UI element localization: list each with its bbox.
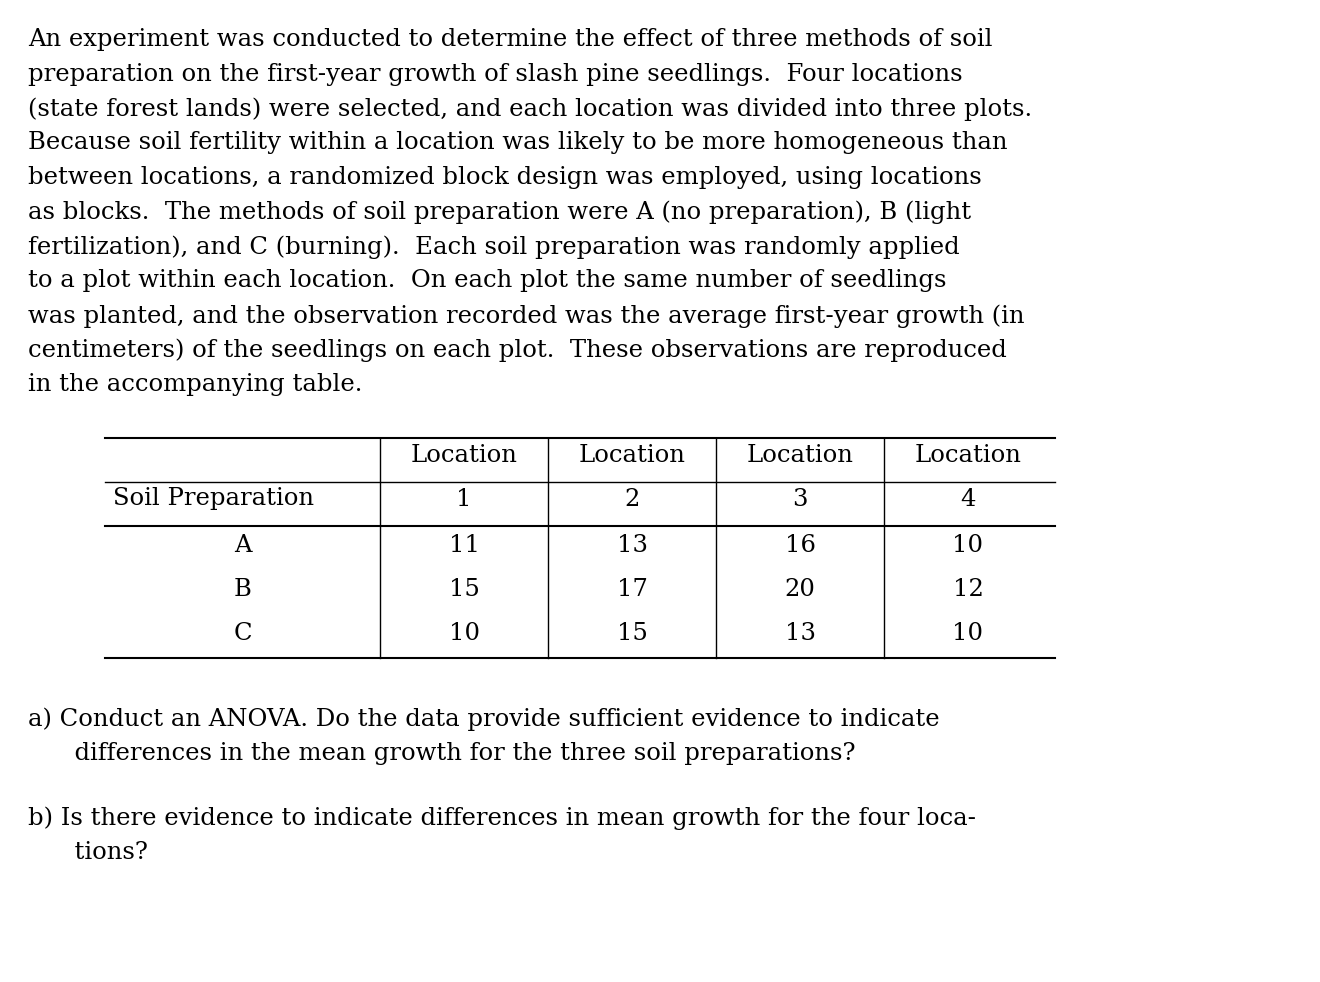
Text: 11: 11	[449, 533, 479, 557]
Text: as blocks.  The methods of soil preparation were A (no preparation), B (light: as blocks. The methods of soil preparati…	[28, 200, 972, 224]
Text: 10: 10	[953, 622, 983, 644]
Text: to a plot within each location.  On each plot the same number of seedlings: to a plot within each location. On each …	[28, 269, 946, 293]
Text: centimeters) of the seedlings on each plot.  These observations are reproduced: centimeters) of the seedlings on each pl…	[28, 339, 1007, 362]
Text: 2: 2	[624, 487, 640, 511]
Text: An experiment was conducted to determine the effect of three methods of soil: An experiment was conducted to determine…	[28, 28, 993, 51]
Text: Soil Preparation: Soil Preparation	[114, 487, 314, 511]
Text: Because soil fertility within a location was likely to be more homogeneous than: Because soil fertility within a location…	[28, 132, 1007, 154]
Text: 1: 1	[457, 487, 471, 511]
Text: 12: 12	[953, 577, 983, 601]
Text: 20: 20	[784, 577, 816, 601]
Text: 13: 13	[616, 533, 648, 557]
Text: 10: 10	[953, 533, 983, 557]
Text: Location: Location	[578, 444, 685, 466]
Text: fertilization), and C (burning).  Each soil preparation was randomly applied: fertilization), and C (burning). Each so…	[28, 235, 960, 258]
Text: a) Conduct an ANOVA. Do the data provide sufficient evidence to indicate: a) Conduct an ANOVA. Do the data provide…	[28, 707, 940, 731]
Text: B: B	[234, 577, 251, 601]
Text: Location: Location	[747, 444, 854, 466]
Text: was planted, and the observation recorded was the average first-year growth (in: was planted, and the observation recorde…	[28, 304, 1024, 328]
Text: preparation on the first-year growth of slash pine seedlings.  Four locations: preparation on the first-year growth of …	[28, 63, 962, 85]
Text: tions?: tions?	[28, 841, 148, 864]
Text: C: C	[234, 622, 252, 644]
Text: 10: 10	[449, 622, 479, 644]
Text: Location: Location	[411, 444, 517, 466]
Text: 15: 15	[449, 577, 479, 601]
Text: b) Is there evidence to indicate differences in mean growth for the four loca-: b) Is there evidence to indicate differe…	[28, 806, 975, 830]
Text: 13: 13	[784, 622, 816, 644]
Text: 15: 15	[616, 622, 647, 644]
Text: between locations, a randomized block design was employed, using locations: between locations, a randomized block de…	[28, 166, 982, 189]
Text: in the accompanying table.: in the accompanying table.	[28, 373, 363, 396]
Text: (state forest lands) were selected, and each location was divided into three plo: (state forest lands) were selected, and …	[28, 97, 1032, 121]
Text: 4: 4	[960, 487, 975, 511]
Text: Location: Location	[915, 444, 1022, 466]
Text: differences in the mean growth for the three soil preparations?: differences in the mean growth for the t…	[28, 742, 855, 765]
Text: 3: 3	[792, 487, 808, 511]
Text: A: A	[234, 533, 251, 557]
Text: 17: 17	[616, 577, 647, 601]
Text: 16: 16	[784, 533, 816, 557]
